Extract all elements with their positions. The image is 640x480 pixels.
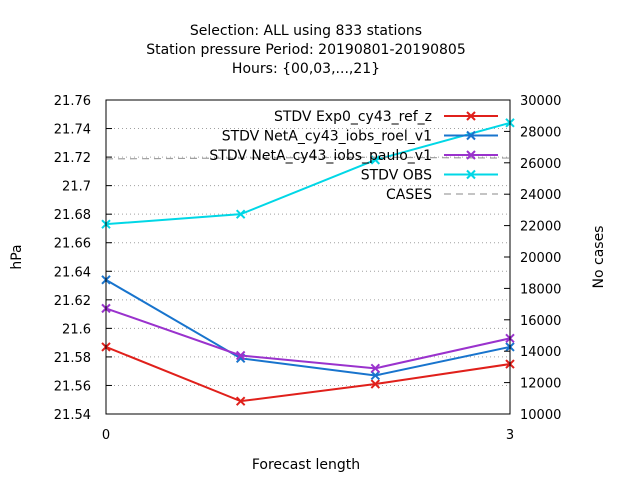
data-point — [235, 350, 246, 361]
series-line — [105, 121, 511, 226]
legend-item: STDV NetA_cy43_iobs_roel_v1 — [222, 129, 498, 145]
y-axis-ticks: 21.54 21.56 21.58 21.6 21.62 21.64 21.66 21.68 2… — [54, 94, 112, 423]
data-point — [235, 396, 246, 406]
series-line — [105, 278, 511, 377]
chart-title-line-1: Selection: ALL using 833 stations — [190, 23, 422, 39]
y2-tick-label: 26000 — [520, 157, 561, 172]
y-tick-label: 21.64 — [54, 265, 91, 280]
legend-label: STDV OBS — [361, 168, 432, 184]
legend-label: STDV NetA_cy43_iobs_paulo_v1 — [209, 148, 432, 164]
y-tick-label: 21.54 — [54, 408, 91, 423]
y2-tick-label: 16000 — [520, 314, 561, 329]
legend-marker — [466, 150, 476, 160]
y-tick-label: 21.62 — [54, 294, 91, 309]
chart-title: Selection: ALL using 833 stations Statio… — [146, 23, 466, 77]
y-tick-label: 21.74 — [54, 123, 91, 138]
y2-tick-label: 30000 — [520, 94, 561, 109]
y2-tick-label: 14000 — [520, 345, 561, 360]
legend-marker — [466, 130, 476, 141]
legend-label: CASES — [386, 187, 432, 203]
y2-tick-label: 28000 — [520, 125, 561, 140]
y2-tick-label: 22000 — [520, 220, 561, 235]
y2-tick-label: 20000 — [520, 251, 561, 266]
x-tick-label: 0 — [102, 428, 110, 443]
series-line — [105, 307, 511, 370]
legend-item: STDV OBS — [361, 168, 498, 184]
y2-tick-label: 10000 — [520, 408, 561, 423]
grid-lines — [106, 128, 510, 386]
y-tick-label: 21.72 — [54, 151, 91, 166]
legend-label: STDV Exp0_cy43_ref_z — [274, 109, 432, 125]
chart-title-line-2: Station pressure Period: 20190801-201908… — [146, 42, 466, 58]
data-point — [370, 363, 381, 374]
series-line — [105, 345, 511, 403]
legend-label: STDV NetA_cy43_iobs_roel_v1 — [222, 129, 432, 145]
x-tick-label: 3 — [506, 428, 514, 443]
y-tick-label: 21.6 — [62, 322, 91, 337]
y2-tick-label: 18000 — [520, 282, 561, 297]
legend: STDV Exp0_cy43_ref_z STDV NetA_cy43_iobs_… — [209, 109, 498, 203]
y-tick-label: 21.76 — [54, 94, 91, 109]
y-tick-label: 21.68 — [54, 208, 91, 223]
y-tick-label: 21.56 — [54, 379, 91, 394]
chart-title-line-3: Hours: {00,03,...,21} — [232, 61, 380, 77]
y2-tick-label: 24000 — [520, 188, 561, 203]
series-4 — [105, 156, 511, 160]
y-tick-label: 21.58 — [54, 351, 91, 366]
legend-item: STDV NetA_cy43_iobs_paulo_v1 — [209, 148, 498, 164]
legend-marker — [466, 111, 476, 121]
y-tick-label: 21.7 — [62, 180, 91, 195]
y-tick-label: 21.66 — [54, 237, 91, 252]
y2-axis-label: No cases — [591, 226, 607, 289]
y2-axis-ticks: 10000 12000 14000 16000 18000 20000 22000 24000… — [504, 94, 561, 423]
data-point — [235, 209, 246, 219]
legend-item: STDV Exp0_cy43_ref_z — [274, 109, 498, 125]
y2-tick-label: 12000 — [520, 377, 561, 392]
y-axis-label: hPa — [9, 244, 25, 269]
x-axis-label: Forecast length — [252, 457, 360, 473]
series-line — [105, 156, 511, 160]
data-point — [370, 379, 381, 389]
data-point — [370, 370, 381, 381]
series-0 — [101, 342, 515, 406]
legend-item: CASES — [386, 187, 498, 203]
legend-marker — [466, 169, 476, 180]
